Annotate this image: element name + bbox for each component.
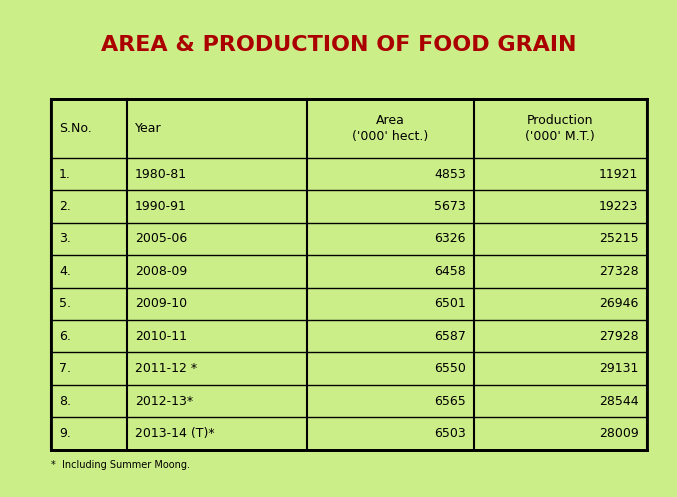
Text: 8.: 8. [59, 395, 71, 408]
Text: 28544: 28544 [598, 395, 638, 408]
Text: Production
('000' M.T.): Production ('000' M.T.) [525, 114, 595, 143]
Text: 5673: 5673 [434, 200, 466, 213]
Text: 1980-81: 1980-81 [135, 167, 188, 180]
Text: S.No.: S.No. [59, 122, 91, 135]
Text: 25215: 25215 [598, 233, 638, 246]
Text: 6565: 6565 [434, 395, 466, 408]
Text: 6503: 6503 [434, 427, 466, 440]
Text: 1.: 1. [59, 167, 71, 180]
Text: 9.: 9. [59, 427, 71, 440]
Text: 6326: 6326 [434, 233, 466, 246]
Text: 4.: 4. [59, 265, 71, 278]
Text: 2010-11: 2010-11 [135, 330, 187, 343]
Text: Area
('000' hect.): Area ('000' hect.) [352, 114, 429, 143]
Text: 27928: 27928 [598, 330, 638, 343]
Text: 7.: 7. [59, 362, 71, 375]
Text: 2005-06: 2005-06 [135, 233, 188, 246]
Text: 2013-14 (T)*: 2013-14 (T)* [135, 427, 215, 440]
Text: 6458: 6458 [434, 265, 466, 278]
Text: 28009: 28009 [598, 427, 638, 440]
Text: 2011-12 *: 2011-12 * [135, 362, 197, 375]
Text: 1990-91: 1990-91 [135, 200, 187, 213]
Text: 6587: 6587 [434, 330, 466, 343]
Text: 2012-13*: 2012-13* [135, 395, 193, 408]
Text: 6550: 6550 [434, 362, 466, 375]
Text: 11921: 11921 [599, 167, 638, 180]
Text: 29131: 29131 [599, 362, 638, 375]
Text: 3.: 3. [59, 233, 71, 246]
Text: 6.: 6. [59, 330, 71, 343]
Text: AREA & PRODUCTION OF FOOD GRAIN: AREA & PRODUCTION OF FOOD GRAIN [101, 35, 576, 55]
Text: 5.: 5. [59, 297, 71, 310]
Text: 27328: 27328 [598, 265, 638, 278]
Text: 2.: 2. [59, 200, 71, 213]
Text: 4853: 4853 [434, 167, 466, 180]
Text: 2008-09: 2008-09 [135, 265, 188, 278]
Text: Year: Year [135, 122, 162, 135]
Text: 6501: 6501 [434, 297, 466, 310]
Text: *  Including Summer Moong.: * Including Summer Moong. [51, 460, 190, 470]
Text: 26946: 26946 [599, 297, 638, 310]
Text: 19223: 19223 [599, 200, 638, 213]
Text: 2009-10: 2009-10 [135, 297, 188, 310]
